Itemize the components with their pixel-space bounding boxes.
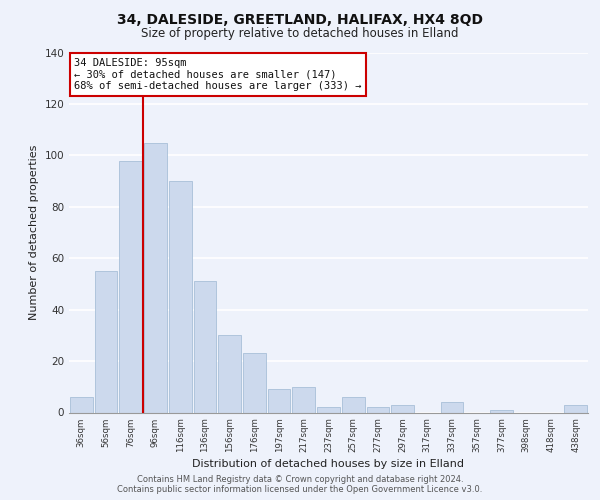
Bar bbox=[144, 142, 167, 412]
Y-axis label: Number of detached properties: Number of detached properties bbox=[29, 145, 39, 320]
Bar bbox=[564, 405, 587, 412]
Bar bbox=[391, 405, 414, 412]
Bar bbox=[342, 397, 365, 412]
Text: Size of property relative to detached houses in Elland: Size of property relative to detached ho… bbox=[141, 28, 459, 40]
Bar bbox=[95, 271, 118, 412]
Bar bbox=[268, 390, 290, 412]
Bar bbox=[490, 410, 513, 412]
Bar bbox=[292, 387, 315, 412]
Bar bbox=[441, 402, 463, 412]
Bar bbox=[367, 408, 389, 412]
Bar bbox=[317, 408, 340, 412]
Bar bbox=[119, 160, 142, 412]
X-axis label: Distribution of detached houses by size in Elland: Distribution of detached houses by size … bbox=[193, 459, 464, 469]
Bar bbox=[194, 282, 216, 412]
Bar bbox=[218, 336, 241, 412]
Bar bbox=[169, 181, 191, 412]
Text: Contains HM Land Registry data © Crown copyright and database right 2024.
Contai: Contains HM Land Registry data © Crown c… bbox=[118, 474, 482, 494]
Text: 34 DALESIDE: 95sqm
← 30% of detached houses are smaller (147)
68% of semi-detach: 34 DALESIDE: 95sqm ← 30% of detached hou… bbox=[74, 58, 362, 91]
Bar bbox=[243, 354, 266, 412]
Bar bbox=[70, 397, 93, 412]
Text: 34, DALESIDE, GREETLAND, HALIFAX, HX4 8QD: 34, DALESIDE, GREETLAND, HALIFAX, HX4 8Q… bbox=[117, 12, 483, 26]
